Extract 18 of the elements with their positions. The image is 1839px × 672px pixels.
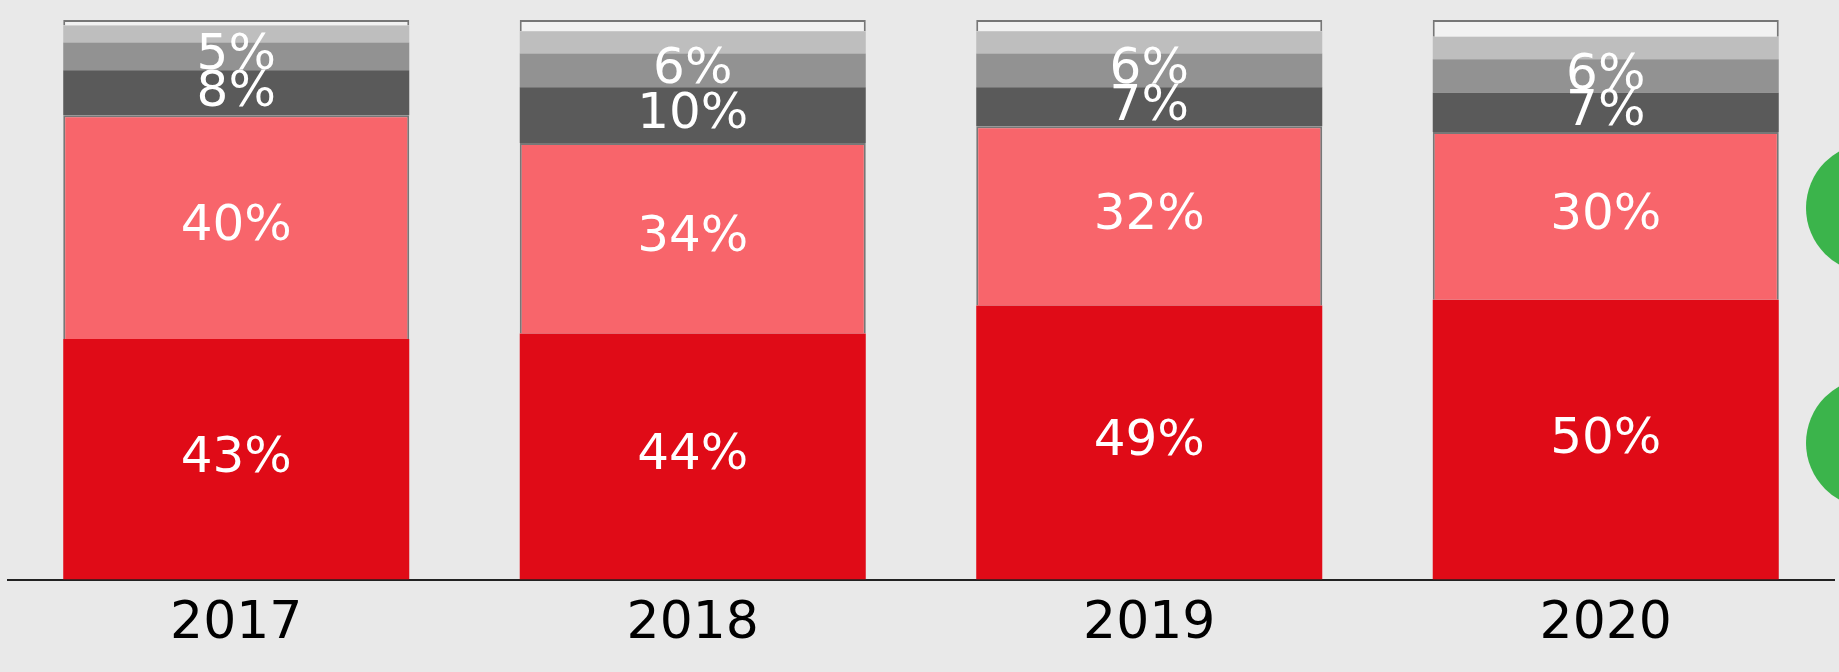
x-tick-label: 2019: [1083, 590, 1216, 651]
bar: [63, 338, 410, 580]
data-label: 32%: [1093, 182, 1205, 241]
x-tick-label: 2017: [170, 590, 303, 651]
bar: [519, 87, 866, 144]
data-label: 30%: [1550, 182, 1662, 241]
bar: [63, 70, 410, 116]
bar: [976, 305, 1323, 580]
data-label: 40%: [180, 194, 292, 253]
data-label: 49%: [1093, 409, 1205, 468]
data-label: 34%: [637, 205, 749, 264]
bar: [1432, 299, 1779, 580]
data-label: 43%: [180, 426, 292, 485]
bar: [519, 333, 866, 580]
data-label: 44%: [637, 423, 749, 482]
data-label: 50%: [1550, 406, 1662, 465]
x-tick-label: 2020: [1539, 590, 1672, 651]
x-tick-label: 2018: [626, 590, 759, 651]
